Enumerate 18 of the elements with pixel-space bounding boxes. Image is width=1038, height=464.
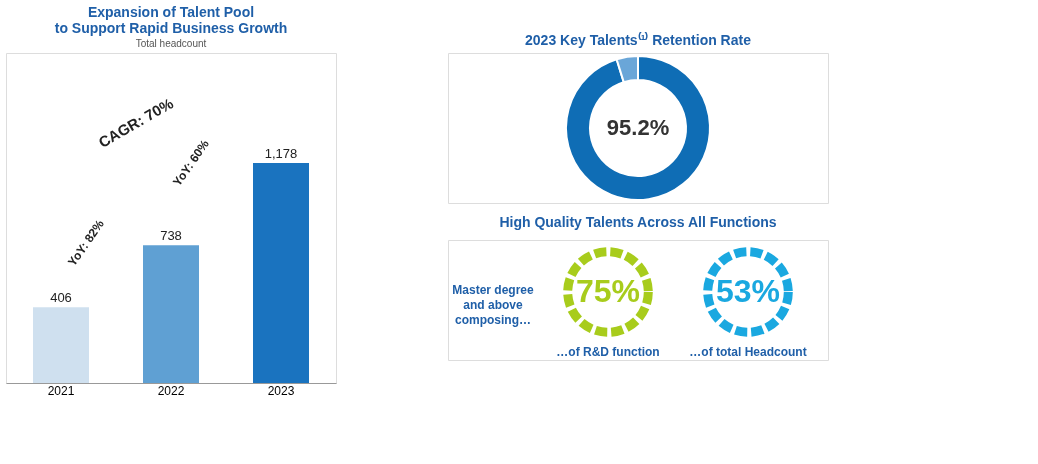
data-label: 95.2%: [606, 115, 670, 140]
x-tick-label: 2022: [157, 383, 185, 398]
chart-subtitle: Total headcount: [135, 38, 207, 49]
data-label: 1,178: [264, 146, 298, 161]
data-label: 738: [160, 228, 182, 244]
donut-slice: [565, 55, 711, 201]
text: …of total Headcount: [689, 345, 807, 359]
text: 75%: [575, 273, 641, 309]
text: …of R&D function: [556, 345, 660, 359]
text: Master degree and above composing…: [452, 283, 535, 327]
text: 53%: [715, 273, 781, 309]
x-tick-label: 2023: [267, 383, 295, 398]
text: High Quality Talents Across All Functions: [499, 213, 777, 230]
x-tick-label: 2021: [47, 383, 75, 398]
data-label: 406: [50, 290, 72, 306]
text: to Support Rapid Business Growth: [54, 20, 288, 36]
text: Expansion of Talent Pool: [87, 4, 255, 20]
chart-title: 2023 Key Talents⁽¹⁾ Retention Rate: [525, 32, 752, 48]
